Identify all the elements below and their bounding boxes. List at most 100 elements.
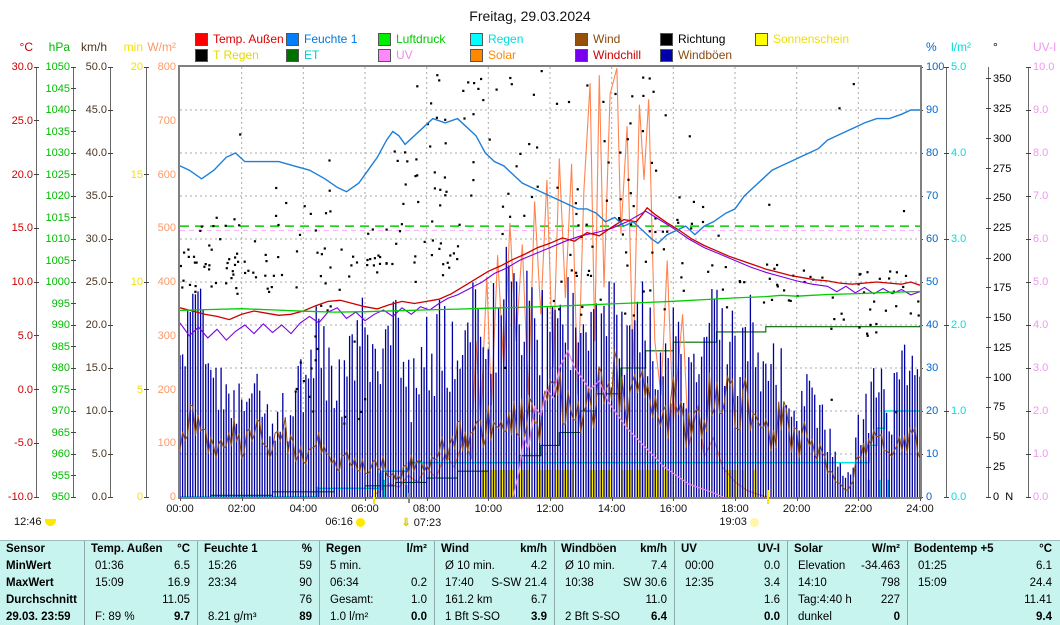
axis-kmh-tick-label: 45.0 [85,104,107,116]
sunset-tickmark [767,490,770,504]
axis-°c-tickmark [34,66,39,68]
sun-up-tickmark [407,493,410,503]
axis-uvi-tickmark [1026,238,1031,240]
chart-plot-area [178,65,922,499]
legend-swatch [470,48,483,62]
moonrise-annotation: 12:46 [14,516,56,528]
legend-item-et: ET [286,48,319,62]
axis-°c-tickmark [34,227,39,229]
axis-%-tick-label: 0 [926,491,933,503]
cell-value: S-SW 21.4 [491,577,547,589]
x-axis-tickmark [488,497,490,501]
table-separator [554,541,555,625]
axis-wm-tick-label: 800 [157,61,176,73]
axis-°-tick-label: 0 N [993,491,1014,503]
cell-label: 14:10 [798,577,827,589]
axis-uvi-tickmark [1026,453,1031,455]
x-axis-tickmark [426,497,428,501]
cell-label: dunkel [798,611,832,623]
axis-hpa-tick-label: 1000 [45,276,70,288]
axis-uvi-tickmark [1026,367,1031,369]
axis-uvi-line [1028,67,1029,498]
axis-kmh-tick-label: 5.0 [91,448,107,460]
legend-item-richtung: Richtung [660,32,725,46]
axis-uvi-tick-label: 8.0 [1033,147,1049,159]
legend-swatch [660,48,673,62]
x-axis-label-0800: 08:00 [412,503,441,515]
axis-kmh-tickmark [108,152,113,154]
axis-kmh-tickmark [108,324,113,326]
x-axis-label-1400: 14:00 [597,503,626,515]
axis-°c-tick-label: 5.0 [17,329,33,342]
axis-kmh-tick-label: 15.0 [85,362,107,374]
axis-min-tickmark [144,66,149,68]
cell-value: 59 [299,560,312,572]
cell-label: 5 min. [330,560,362,572]
table-separator [434,541,435,625]
axis-min-tickmark [144,281,149,283]
axis-uvi-tick-label: 9.0 [1033,104,1049,116]
table-separator [84,541,85,625]
table-separator [197,541,198,625]
axis-hpa-tickmark [71,109,76,111]
x-axis-label-0200: 02:00 [227,503,256,515]
column-name: Feuchte 1 [204,543,258,555]
axis-hpa-tick-label: 960 [51,448,70,460]
cell-value: 11.41 [1024,594,1052,606]
axis-wm-tick-label: 500 [157,222,176,235]
sunset-annotation: 19:03 [719,516,759,528]
cell-value: 1.0 [411,594,427,606]
axis-hpa-unit: hPa [48,40,70,54]
axis-uvi-tick-label: 5.0 [1033,276,1049,288]
cell-label: Tag:4:40 h [798,594,852,606]
axis-°c-tick-label: -10.0 [7,491,33,503]
cell-label: 01:36 [95,560,124,572]
axis-kmh-tick-label: 0.0 [91,491,107,503]
axis-hpa-tick-label: 970 [51,405,70,417]
axis-min-tickmark [144,389,149,390]
axis-°-tick-label: 200 [993,252,1012,265]
legend-label: ET [304,48,320,62]
sunrise-annotation-time: 06:16 [325,516,353,528]
legend-label: Wind [593,32,621,46]
axis-°-unit: ° [993,40,998,54]
axis-%-tick-label: 60 [926,233,939,245]
axis-kmh-tickmark [108,453,113,455]
axis-uvi-tick-label: 6.0 [1033,233,1049,245]
x-axis-tickmark [920,497,921,501]
table-separator [787,541,788,625]
column-name: Temp. Außen [91,543,163,555]
column-name: Wind [441,543,469,555]
column-name: UV [681,543,697,555]
axis-hpa-tickmark [71,152,76,154]
table-separator [907,541,908,625]
legend-item-temp-au-en: Temp. Außen [195,32,284,46]
axis-°c-tickmark [34,389,39,390]
axis-hpa-tickmark [71,389,76,390]
cell-value: 6.5 [174,560,190,572]
column-unit: W/m² [871,543,900,555]
axis-%-tick-label: 20 [926,405,939,417]
x-axis-tickmark [241,497,243,501]
axis-°c-tick-label: 10.0 [11,276,33,288]
cell-value: 89 [299,611,312,623]
x-axis-label-0000: 00:00 [166,503,194,515]
cell-label: Gesamt: [330,594,374,606]
x-axis-label-1600: 16:00 [659,503,688,515]
axis-hpa-tick-label: 1045 [45,82,70,95]
axis-°-tickmark [986,347,991,349]
table-separator [674,541,675,625]
cell-label: 1.0 l/m² [330,611,369,623]
cell-value: 76 [299,594,312,606]
axis-lm-tick-label: 1.0 [951,405,967,417]
legend-label: Temp. Außen [213,32,284,46]
axis-°-line [988,67,989,498]
legend-swatch [286,32,299,46]
axis-uvi-tickmark [1026,324,1031,326]
axis-uvi-tickmark [1026,496,1031,498]
axis-%-tick-label: 70 [926,190,939,202]
legend-label: Regen [488,32,524,46]
sun-pale-icon [749,517,759,527]
legend-label: Windchill [593,48,642,62]
axis-lm-tickmark [944,496,949,498]
